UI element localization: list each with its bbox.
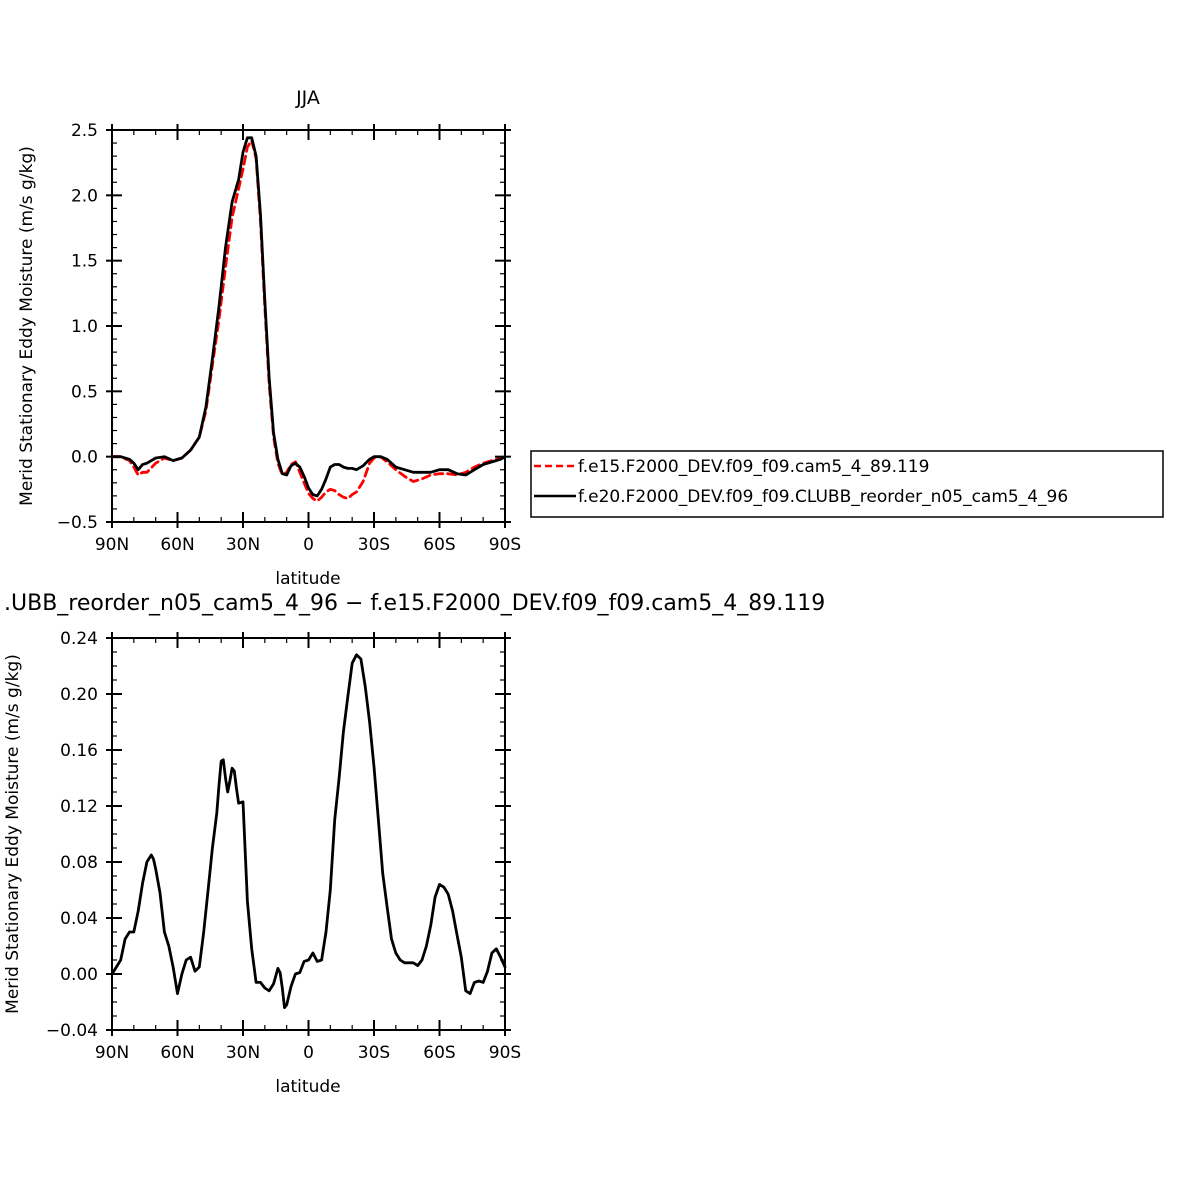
y-tick-label: −0.04 bbox=[46, 1021, 98, 1041]
x-tick-label: 60N bbox=[160, 1043, 194, 1063]
x-axis-label: latitude bbox=[275, 1077, 340, 1097]
series-group bbox=[110, 653, 507, 1009]
x-tick-label: 30S bbox=[358, 1043, 390, 1063]
x-axis-label: latitude bbox=[275, 569, 340, 589]
y-tick-label: 1.0 bbox=[71, 317, 98, 337]
y-tick-label: 0.00 bbox=[60, 965, 98, 985]
x-tick-label: 60S bbox=[423, 535, 455, 555]
x-tick-label: 90N bbox=[95, 1043, 129, 1063]
y-tick-label: 0.08 bbox=[60, 853, 98, 873]
x-tick-label: 30N bbox=[226, 1043, 260, 1063]
legend-label-series-1: f.e15.F2000_DEV.f09_f09.cam5_4_89.119 bbox=[578, 457, 929, 477]
panel-jja: JJA 90N 60N 30N 0 30S 60S 90S −0.5 0.0 0.5 1.0 1.5 2… bbox=[17, 87, 521, 589]
chart-title: JJA bbox=[295, 87, 320, 109]
plot-frame bbox=[111, 129, 506, 523]
x-tick-label: 90S bbox=[489, 1043, 521, 1063]
x-tick-label: 60N bbox=[160, 535, 194, 555]
x-tick-label: 30S bbox=[358, 535, 390, 555]
plot-frame bbox=[111, 637, 506, 1031]
axes-frame bbox=[111, 129, 506, 523]
legend: f.e15.F2000_DEV.f09_f09.cam5_4_89.119 f.… bbox=[530, 450, 1164, 518]
y-tick-label: 0.16 bbox=[60, 741, 98, 761]
series-line-1 bbox=[110, 653, 507, 1009]
y-axis-label: Merid Stationary Eddy Moisture (m/s g/kg… bbox=[17, 146, 37, 506]
y-tick-label: −0.5 bbox=[57, 513, 98, 533]
series-line-2 bbox=[110, 136, 507, 498]
x-tick-label: 60S bbox=[423, 1043, 455, 1063]
y-tick-label: 0.12 bbox=[60, 797, 98, 817]
y-tick-label: 1.5 bbox=[71, 252, 98, 272]
x-tick-label: 0 bbox=[303, 535, 314, 555]
y-axis-label: Merid Stationary Eddy Moisture (m/s g/kg… bbox=[3, 654, 23, 1014]
ticks-group: 90N 60N 30N 0 30S 60S 90S −0.5 0.0 0.5 1.0 1.5 2.0 2.… bbox=[57, 121, 522, 555]
panel-difference: .UBB_reorder_n05_cam5_4_96 − f.e15.F2000… bbox=[3, 591, 825, 1097]
x-tick-label: 90N bbox=[95, 535, 129, 555]
ticks-group: 90N 60N 30N 0 30S 60S 90S −0.04 0.00 0.04 0.08 0.12… bbox=[46, 629, 521, 1063]
difference-chart-title: .UBB_reorder_n05_cam5_4_96 − f.e15.F2000… bbox=[4, 591, 825, 616]
y-tick-label: 0.24 bbox=[60, 629, 98, 649]
series-line-1 bbox=[110, 139, 507, 503]
y-tick-label: 2.5 bbox=[71, 121, 98, 141]
legend-box bbox=[530, 450, 1164, 518]
y-tick-label: 0.5 bbox=[71, 382, 98, 402]
series-group bbox=[110, 136, 507, 503]
y-tick-label: 2.0 bbox=[71, 186, 98, 206]
x-tick-label: 0 bbox=[303, 1043, 314, 1063]
y-tick-label: 0.20 bbox=[60, 685, 98, 705]
x-tick-label: 30N bbox=[226, 535, 260, 555]
x-tick-label: 90S bbox=[489, 535, 521, 555]
y-tick-label: 0.0 bbox=[71, 448, 98, 468]
axes-frame bbox=[111, 637, 506, 1031]
y-tick-label: 0.04 bbox=[60, 909, 98, 929]
legend-label-series-2: f.e20.F2000_DEV.f09_f09.CLUBB_reorder_n0… bbox=[578, 487, 1068, 507]
